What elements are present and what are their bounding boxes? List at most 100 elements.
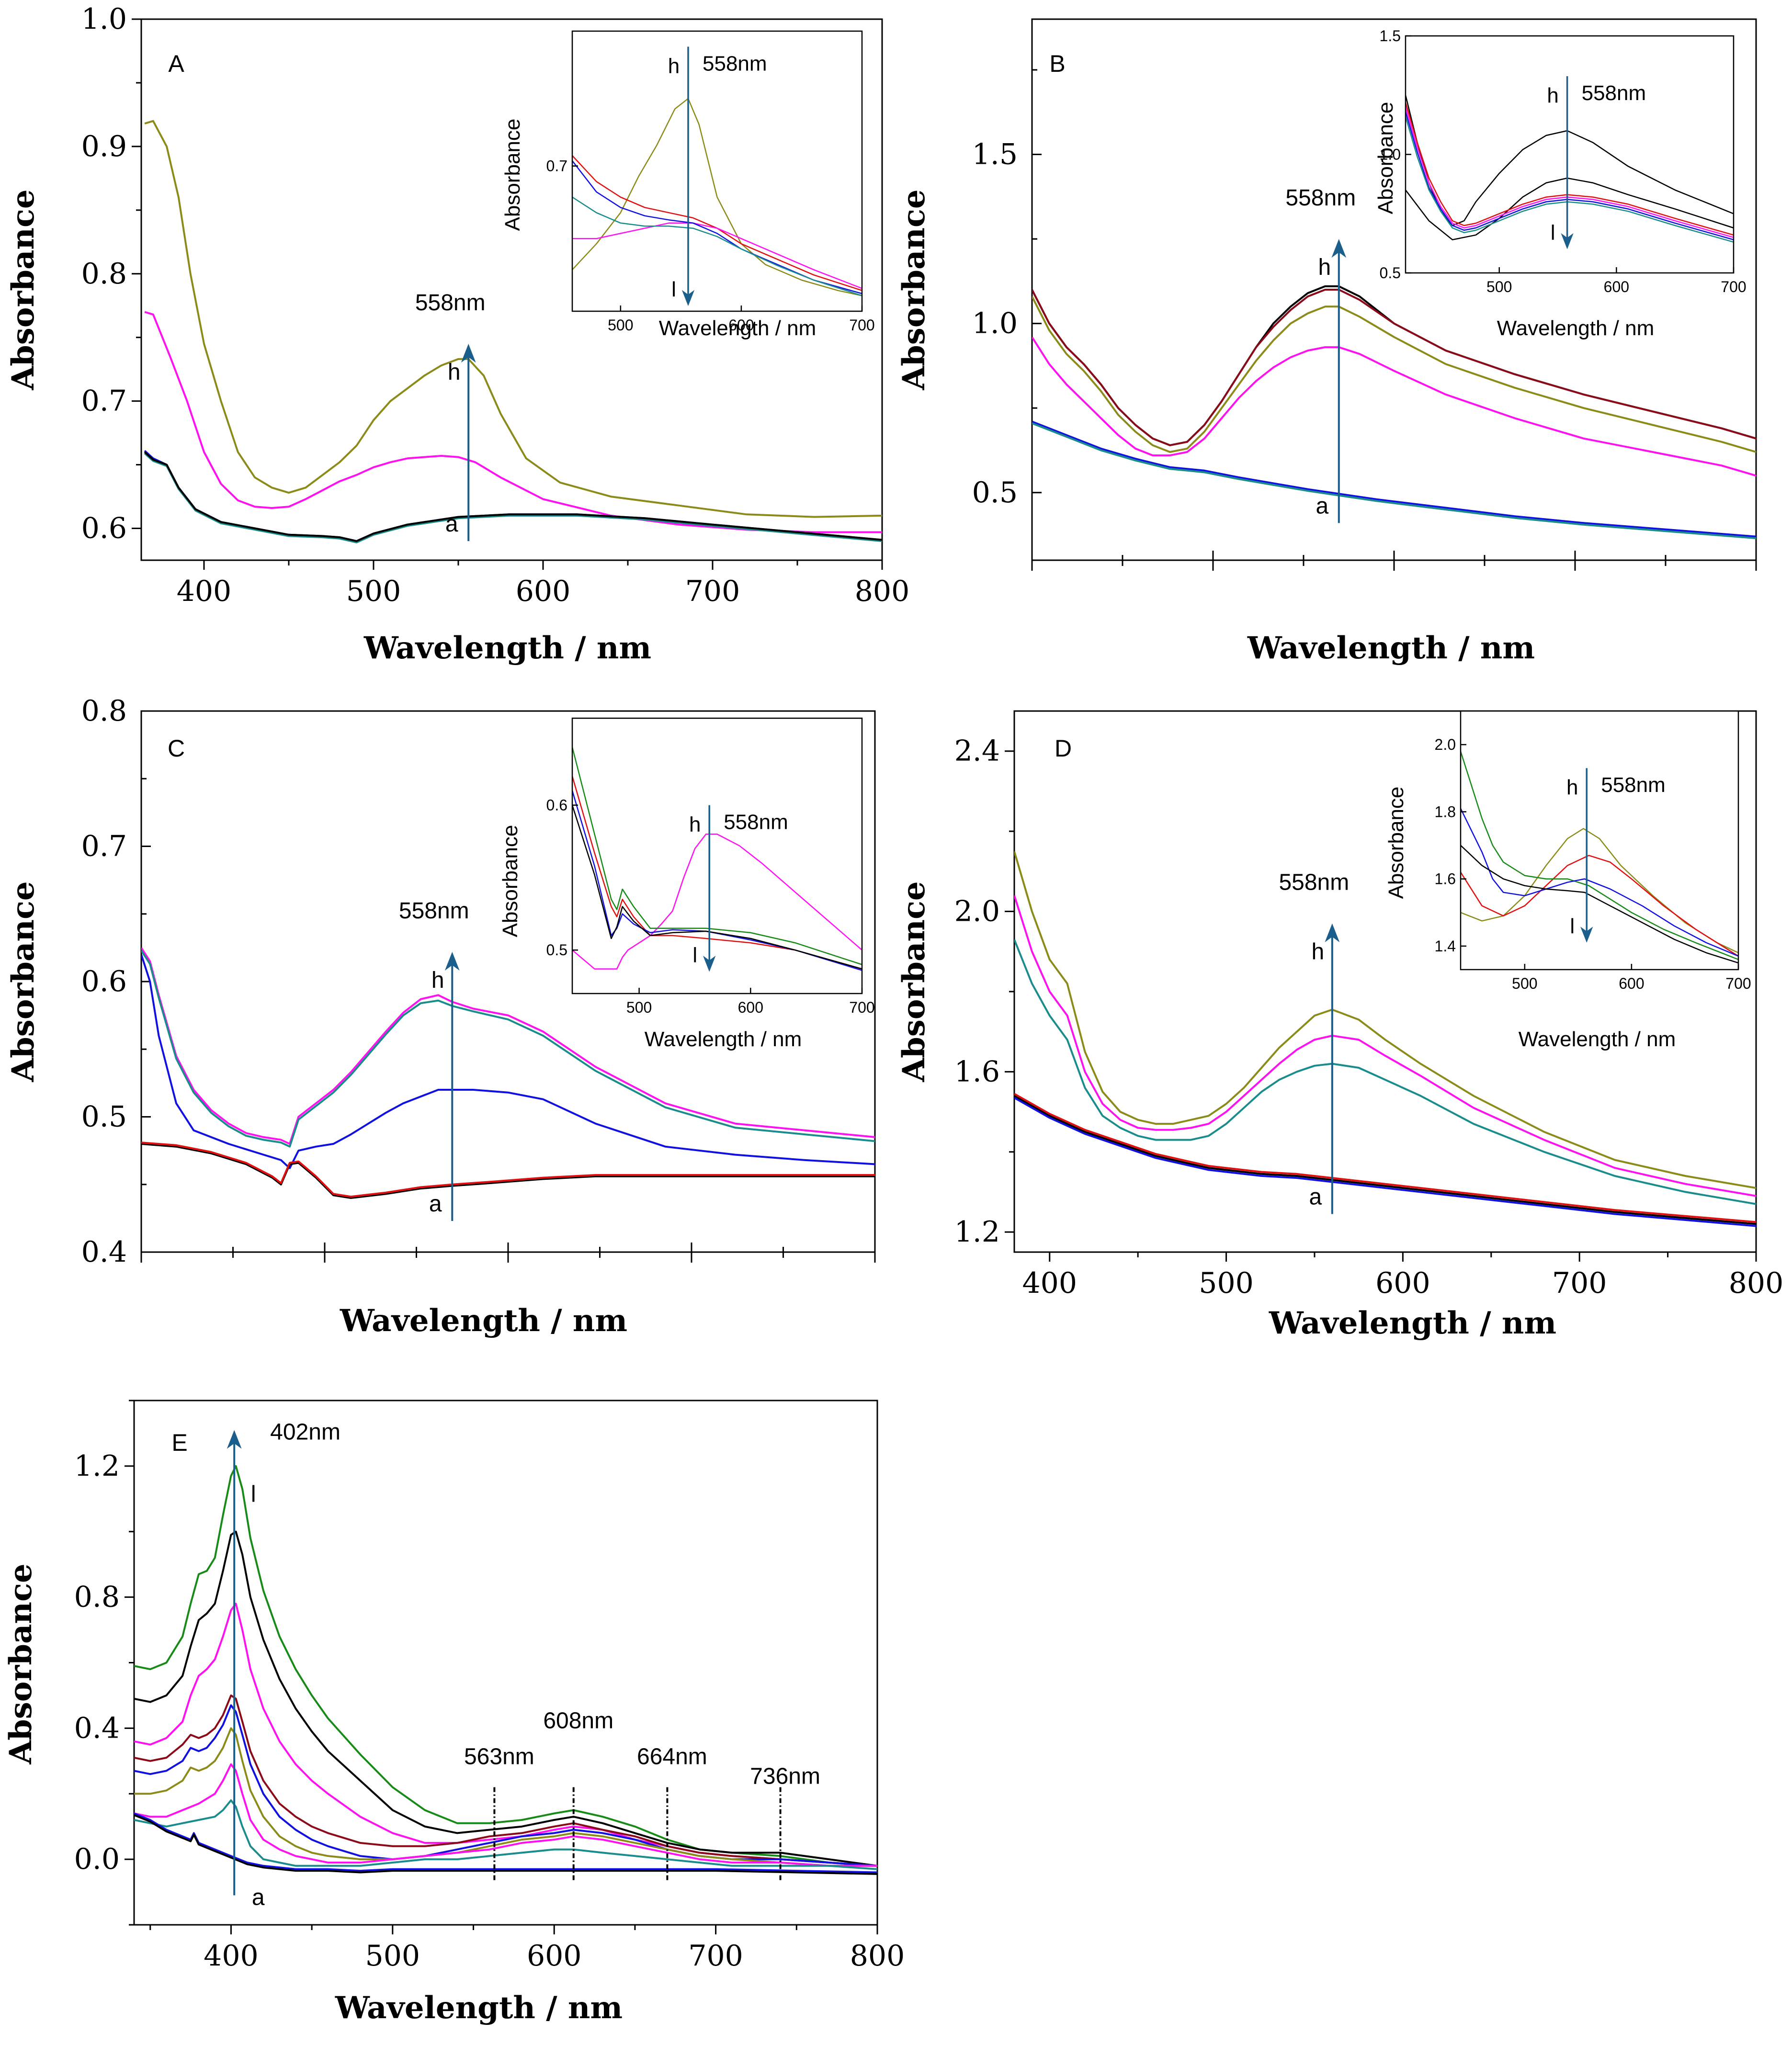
inset-peak-label: 558nm <box>724 811 788 834</box>
main-arrow <box>1331 239 1347 523</box>
x-tick-label: 600 <box>516 575 571 608</box>
panel-A: 0.6 0.7 0.8 0.9 1.0 400 500 600 700 800 Absorbance… <box>5 2 909 666</box>
series-line-2 <box>1014 895 1756 1197</box>
peak-label: 402nm <box>270 1420 340 1445</box>
inset-y-tick-label: 1.6 <box>1435 870 1456 888</box>
series-line-3 <box>1014 939 1756 1205</box>
peak-label: 558nm <box>399 898 469 924</box>
wavelength-markers: 563nm 608nm 664nm 736nm <box>464 1708 820 1883</box>
series-line-10 <box>134 1814 877 1875</box>
inset-x-tick-label: 600 <box>1619 975 1644 992</box>
y-axis-title: Absorbance <box>896 881 932 1082</box>
y-tick-label: 0.7 <box>81 830 127 863</box>
series-line-7 <box>134 1763 877 1867</box>
inset-y-tick-label: 1.0 <box>1380 146 1401 163</box>
inset-y-tick-label: 0.5 <box>546 941 567 959</box>
inset-series-line-4 <box>572 160 862 294</box>
inset-A: 500 600 700 0.7 Wavelength / nm Absorbance 558… <box>501 30 875 340</box>
main-arrow-head <box>1331 239 1347 258</box>
inset-series-line-2 <box>572 155 862 291</box>
inset-frame <box>1460 710 1739 971</box>
x-tick-label: 600 <box>527 1939 582 1973</box>
inset-y-axis-title: Absorbance <box>501 119 524 231</box>
x-tick-label: 800 <box>1729 1266 1784 1300</box>
inset-series-line-5 <box>572 805 862 970</box>
inset-series-line-2 <box>1406 177 1734 240</box>
inset-x-tick-label: 500 <box>1512 975 1537 992</box>
y-tick-label: 0.0 <box>74 1842 120 1876</box>
series-line-3 <box>141 954 875 1169</box>
inset-x-tick-label: 600 <box>1604 278 1629 295</box>
inset-arrow <box>1561 76 1574 249</box>
bottom-label: a <box>1309 1184 1322 1209</box>
inset-series-line-2 <box>572 747 862 965</box>
series-line-4 <box>134 1694 877 1867</box>
series-group-B <box>1032 285 1756 540</box>
marker-label: 736nm <box>750 1764 820 1789</box>
inset-B: 500 600 700 0.5 1.0 1.5 Wavelength / nm Absorba… <box>1374 27 1747 340</box>
inset-top-label: h <box>668 55 680 78</box>
inset-bottom-label: l <box>1570 915 1575 938</box>
x-tick-label: 400 <box>1022 1266 1077 1300</box>
x-axis-title: Wavelength / nm <box>363 630 651 666</box>
inset-series-line-3 <box>1406 102 1734 236</box>
x-tick-label: 500 <box>1199 1266 1254 1300</box>
inset-peak-label: 558nm <box>1582 81 1646 105</box>
series-line-4 <box>1014 1095 1756 1225</box>
inset-background <box>1461 711 1738 970</box>
inset-series-line-2 <box>1461 855 1738 957</box>
top-label: h <box>1312 939 1325 965</box>
series-line-1 <box>141 947 875 1145</box>
inset-arrow <box>681 46 695 306</box>
y-tick-label: 0.6 <box>81 512 127 545</box>
panel-B: 0.5 1.0 1.5 Absorbance Wavelength / nm B 558nm… <box>896 18 1757 666</box>
inset-y-tick-label: 1.8 <box>1435 803 1456 820</box>
series-line-4 <box>1032 336 1756 477</box>
bottom-label: a <box>429 1191 442 1217</box>
y-ticks-C: 0.4 0.5 0.6 0.7 0.8 <box>81 694 151 1269</box>
series-line-6 <box>134 1727 877 1867</box>
inset-x-axis-title: Wavelength / nm <box>1497 316 1655 340</box>
x-tick-label: 500 <box>346 575 401 608</box>
series-line-2 <box>134 1530 877 1867</box>
inset-x-tick-label: 700 <box>849 316 874 334</box>
x-tick-label: 700 <box>688 1939 743 1973</box>
x-axis-title: Wavelength / nm <box>1247 630 1535 666</box>
panel-E: 0.0 0.4 0.8 1.2 400 500 600 700 800 Absorbance Wav… <box>3 1400 905 2026</box>
y-tick-label: 1.2 <box>74 1449 120 1483</box>
inset-y-tick-label: 1.5 <box>1380 27 1401 45</box>
bottom-label: a <box>1316 493 1328 519</box>
x-axis-title: Wavelength / nm <box>340 1303 627 1339</box>
panel-label: D <box>1055 735 1072 762</box>
y-tick-label: 2.4 <box>954 734 1000 768</box>
series-group-E <box>134 1465 877 1875</box>
main-arrow-head <box>1325 923 1340 942</box>
series-line-5 <box>141 1141 875 1198</box>
series-group-A <box>144 120 882 543</box>
marker-label: 563nm <box>464 1744 534 1770</box>
inset-y-tick-label: 0.5 <box>1380 264 1401 282</box>
inset-background <box>572 718 862 994</box>
y-tick-label: 0.8 <box>81 694 127 728</box>
inset-bottom-label: l <box>1551 221 1555 245</box>
x-ticks-C <box>140 1243 876 1263</box>
series-line-2 <box>1032 289 1756 446</box>
x-tick-label: 600 <box>1375 1266 1430 1300</box>
x-tick-label: 800 <box>850 1939 905 1973</box>
series-line-1 <box>1014 851 1756 1189</box>
series-line-2 <box>141 949 875 1148</box>
y-tick-label: 0.7 <box>81 384 127 418</box>
inset-top-label: h <box>689 813 701 836</box>
y-ticks-B: 0.5 1.0 1.5 <box>972 69 1042 509</box>
inset-series-line-1 <box>572 833 862 970</box>
inset-ticks: 500 600 700 1.4 1.6 1.8 2.0 <box>1435 736 1751 992</box>
x-ticks-D: 400 500 600 700 800 <box>1022 1252 1783 1300</box>
y-tick-label: 0.4 <box>81 1235 127 1269</box>
x-ticks-E: 400 500 600 700 800 <box>149 1925 905 1973</box>
x-tick-label: 700 <box>1552 1266 1607 1300</box>
peak-label: 558nm <box>1285 185 1356 211</box>
series-line-8 <box>134 1799 877 1870</box>
inset-arrow-head <box>1580 926 1593 943</box>
inset-x-tick-label: 500 <box>608 316 633 334</box>
